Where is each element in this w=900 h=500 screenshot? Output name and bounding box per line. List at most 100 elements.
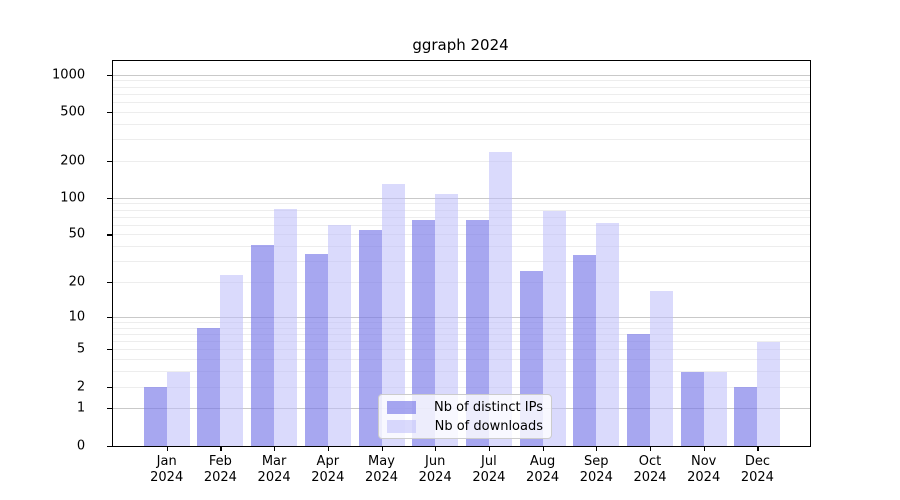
bar-ips-jul (465, 220, 489, 446)
gridline-200 (113, 160, 810, 162)
x-tick-oct (650, 446, 652, 451)
gridline-7 (113, 333, 810, 335)
y-tick-label: 10 (68, 309, 86, 325)
y-tick-label: 50 (68, 226, 86, 242)
x-tick-mar (274, 446, 276, 451)
x-label-month: Jul (481, 454, 497, 469)
x-label-year: 2024 (633, 470, 667, 485)
legend-swatch-icon (387, 400, 416, 414)
legend-row: Nb of distinct IPs (387, 400, 543, 415)
y-tick-label: 500 (60, 104, 86, 120)
x-tick-label-mar: Mar 2024 (258, 454, 291, 486)
x-label-year: 2024 (150, 470, 184, 485)
y-tick-100 (107, 197, 113, 199)
gridline-800 (113, 86, 810, 88)
gridline-100 (113, 197, 810, 199)
gridline-80 (113, 209, 810, 211)
gridline-90 (113, 203, 810, 205)
bar-ips-dec (734, 387, 758, 446)
plot-area: Nb of distinct IPs Nb of downloads 0 1 2 5 10… (52, 60, 811, 485)
y-tick-label: 5 (76, 341, 86, 357)
x-tick-label-may: May 2024 (365, 454, 398, 486)
y-tick-label: 2 (76, 379, 86, 394)
bar-downloads-oct (650, 290, 673, 446)
x-tick-label-nov: Nov 2024 (687, 454, 720, 486)
gridline-6 (113, 341, 810, 342)
x-label-month: Aug (529, 454, 556, 469)
chart-title: ggraph 2024 (412, 36, 509, 54)
bar-downloads-nov (703, 371, 727, 446)
y-tick-label: 0 (76, 438, 86, 453)
x-tick-label-jun: Jun 2024 (419, 454, 452, 486)
gridline-3 (113, 371, 810, 373)
gridline-40 (113, 246, 810, 248)
bar-downloads-mar (274, 208, 298, 446)
gridline-300 (113, 139, 810, 140)
x-tick-label-oct: Oct 2024 (633, 454, 666, 486)
bar-downloads-jun (435, 194, 459, 446)
gridline-50 (113, 234, 810, 236)
x-label-month: Oct (638, 454, 662, 469)
gridline-700 (113, 93, 810, 95)
gridline-1000 (113, 74, 810, 76)
y-tick-label: 20 (68, 274, 86, 290)
x-label-month: Nov (691, 454, 717, 469)
bar-ips-jun (412, 220, 436, 446)
x-label-year: 2024 (579, 470, 613, 485)
x-tick-dec (757, 446, 759, 451)
gridline-60 (113, 224, 810, 226)
y-tick-1000 (107, 74, 113, 76)
bar-downloads-aug (542, 211, 566, 446)
gridline-600 (113, 101, 810, 103)
x-label-year: 2024 (203, 470, 237, 485)
x-label-month: Apr (316, 454, 340, 469)
bar-downloads-jul (488, 151, 512, 446)
bar-ips-feb (197, 328, 221, 446)
x-tick-sep (596, 446, 598, 451)
y-tick-50 (107, 234, 113, 236)
y-tick-20 (107, 282, 113, 284)
bar-downloads-feb (220, 275, 244, 446)
bar-ips-mar (251, 245, 275, 446)
x-label-year: 2024 (364, 470, 399, 485)
bar-ips-nov (680, 371, 704, 446)
legend-row: Nb of downloads (387, 419, 543, 434)
x-tick-nov (703, 446, 705, 451)
gridline-8 (113, 327, 810, 329)
y-tick-label: 200 (60, 153, 86, 169)
x-tick-label-apr: Apr 2024 (311, 454, 344, 486)
x-label-month: Feb (208, 454, 232, 469)
gridline-20 (113, 282, 810, 283)
gridline-70 (113, 216, 810, 218)
y-tick-2 (107, 386, 113, 388)
x-label-month: Jan (156, 454, 177, 469)
x-tick-jan (166, 446, 168, 451)
x-label-year: 2024 (257, 470, 291, 485)
gridline-400 (113, 123, 810, 125)
x-label-year: 2024 (418, 470, 452, 485)
legend-swatch-icon (387, 419, 416, 433)
x-label-year: 2024 (687, 470, 721, 485)
y-tick-10 (107, 316, 113, 318)
x-label-month: Sep (584, 454, 609, 469)
y-tick-label: 1000 (52, 67, 86, 82)
x-tick-apr (327, 446, 329, 451)
gridline-9 (113, 321, 810, 323)
x-tick-label-jul: Jul 2024 (472, 454, 505, 486)
bar-ips-oct (627, 334, 650, 446)
bar-ips-sep (573, 255, 597, 446)
y-tick-0 (107, 445, 113, 447)
gridline-4 (113, 359, 810, 361)
y-tick-500 (107, 111, 113, 113)
y-tick-label: 1 (76, 400, 86, 416)
legend-label: Nb of distinct IPs (434, 399, 543, 415)
bar-downloads-apr (327, 225, 351, 446)
bar-downloads-jan (166, 371, 190, 446)
x-tick-label-dec: Dec 2024 (741, 454, 774, 486)
x-tick-jul (488, 446, 491, 451)
x-label-month: Dec (744, 454, 770, 469)
gridline-5 (113, 349, 810, 351)
x-label-month: Mar (261, 454, 287, 469)
legend-label: Nb of downloads (434, 418, 543, 434)
x-label-year: 2024 (311, 470, 345, 485)
